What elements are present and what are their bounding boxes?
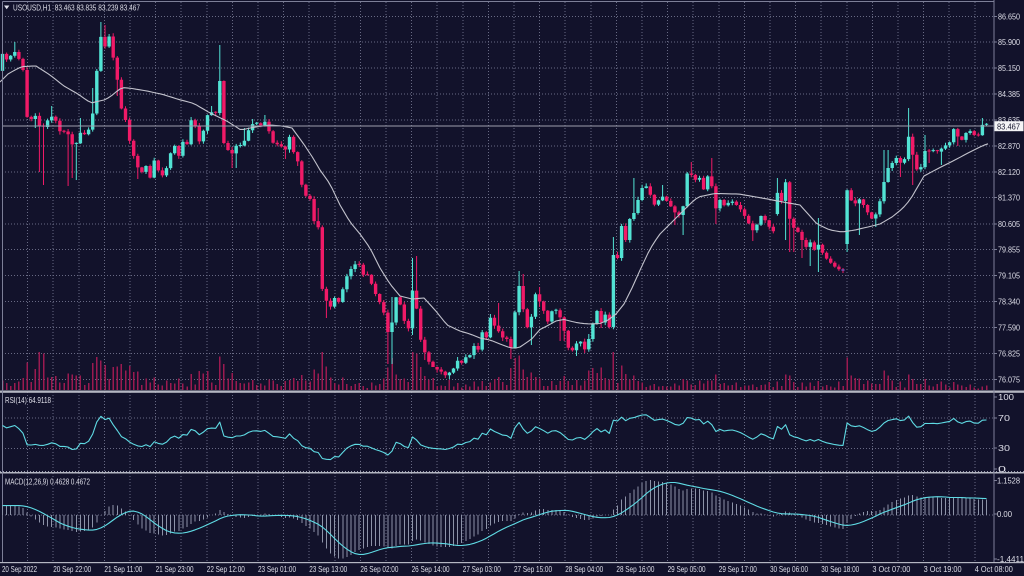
svg-text:82.870: 82.870 [998, 141, 1020, 151]
svg-text:22 Sep 12:00: 22 Sep 12:00 [207, 564, 245, 574]
svg-text:86.650: 86.650 [998, 11, 1020, 21]
svg-text:USOUSD,H1 83.463 83.835 83.23: USOUSD,H1 83.463 83.835 83.239 83.467 [13, 3, 140, 13]
svg-text:83.635: 83.635 [998, 115, 1020, 125]
svg-text:MACD(12,26,9) 0.4628 0.4672: MACD(12,26,9) 0.4628 0.4672 [5, 477, 90, 487]
svg-text:23 Sep 13:00: 23 Sep 13:00 [309, 564, 347, 574]
svg-text:76.075: 76.075 [998, 374, 1020, 384]
svg-text:85.150: 85.150 [998, 63, 1020, 73]
svg-text:21 Sep 11:00: 21 Sep 11:00 [104, 564, 142, 574]
svg-text:28 Sep 04:00: 28 Sep 04:00 [565, 564, 603, 574]
svg-text:4 Oct 08:00: 4 Oct 08:00 [975, 564, 1013, 574]
svg-text:70: 70 [998, 413, 1010, 423]
svg-text:26 Sep 02:00: 26 Sep 02:00 [360, 564, 398, 574]
svg-text:28 Sep 16:00: 28 Sep 16:00 [616, 564, 654, 574]
svg-text:-1.4411: -1.4411 [997, 554, 1024, 564]
svg-text:30 Sep 18:00: 30 Sep 18:00 [821, 564, 859, 574]
svg-text:0: 0 [998, 464, 1006, 474]
svg-text:76.825: 76.825 [998, 349, 1020, 359]
svg-text:83.467: 83.467 [997, 121, 1020, 131]
svg-text:100: 100 [998, 392, 1014, 402]
svg-text:3 Oct 07:00: 3 Oct 07:00 [872, 564, 910, 574]
svg-text:82.120: 82.120 [998, 167, 1020, 177]
svg-text:RSI(14) 64.9118: RSI(14) 64.9118 [5, 395, 51, 405]
svg-text:77.590: 77.590 [998, 322, 1020, 332]
svg-text:78.340: 78.340 [998, 297, 1020, 307]
svg-text:81.370: 81.370 [998, 193, 1020, 203]
svg-text:20 Sep 22:00: 20 Sep 22:00 [53, 564, 91, 574]
svg-text:23 Sep 01:00: 23 Sep 01:00 [258, 564, 296, 574]
svg-text:26 Sep 14:00: 26 Sep 14:00 [412, 564, 450, 574]
svg-text:0.00: 0.00 [997, 509, 1012, 519]
svg-text:79.105: 79.105 [998, 270, 1020, 280]
svg-text:3 Oct 19:00: 3 Oct 19:00 [924, 564, 962, 574]
svg-text:29 Sep 05:00: 29 Sep 05:00 [668, 564, 706, 574]
svg-text:27 Sep 03:00: 27 Sep 03:00 [463, 564, 501, 574]
svg-text:21 Sep 23:00: 21 Sep 23:00 [156, 564, 194, 574]
svg-text:27 Sep 15:00: 27 Sep 15:00 [514, 564, 552, 574]
svg-text:80.605: 80.605 [998, 219, 1020, 229]
svg-text:30 Sep 06:00: 30 Sep 06:00 [770, 564, 808, 574]
svg-text:85.900: 85.900 [998, 37, 1020, 47]
svg-text:29 Sep 17:00: 29 Sep 17:00 [719, 564, 757, 574]
svg-text:84.385: 84.385 [998, 89, 1020, 99]
svg-text:79.855: 79.855 [998, 245, 1020, 255]
svg-text:20 Sep 2022: 20 Sep 2022 [2, 564, 37, 574]
svg-text:1.1528: 1.1528 [997, 476, 1020, 486]
svg-text:30: 30 [998, 443, 1010, 453]
